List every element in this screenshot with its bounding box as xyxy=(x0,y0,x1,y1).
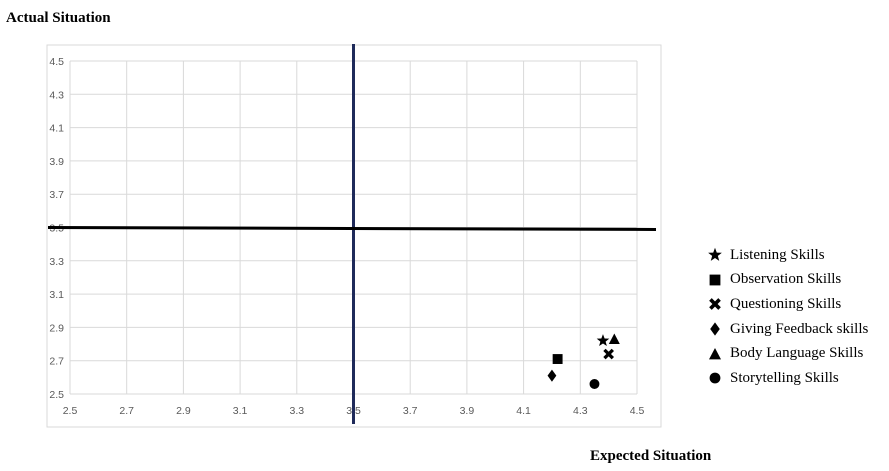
legend-item: Observation Skills xyxy=(706,268,868,293)
x-axis-title: Expected Situation xyxy=(590,448,712,464)
x-tick-label: 3.9 xyxy=(460,405,475,417)
x-tick-label: 3.3 xyxy=(289,405,304,417)
data-point-diamond xyxy=(547,369,557,382)
data-point-triangle xyxy=(608,333,620,345)
legend: Listening Skills Observation Skills Questi… xyxy=(706,243,868,391)
reference-lines xyxy=(47,44,657,424)
y-tick-label: 4.3 xyxy=(49,89,64,101)
legend-label: Giving Feedback skills xyxy=(730,320,869,337)
y-tick-label: 4.1 xyxy=(49,123,64,135)
y-tick-label: 2.9 xyxy=(49,322,64,334)
data-points xyxy=(547,333,620,389)
data-point-star xyxy=(596,334,610,347)
legend-label: Body Language Skills xyxy=(730,345,864,362)
reference-line-horizontal xyxy=(47,226,657,231)
legend-item: Body Language Skills xyxy=(706,341,868,366)
data-point-x xyxy=(603,348,614,360)
x-tick-label: 2.7 xyxy=(119,405,134,417)
legend-item: Listening Skills xyxy=(706,243,868,268)
y-tick-label: 4.5 xyxy=(49,56,64,68)
legend-swatch xyxy=(710,322,720,336)
data-point-circle xyxy=(589,379,600,389)
legend-swatch xyxy=(709,372,721,384)
legend-item: Questioning Skills xyxy=(706,292,868,317)
y-tick-label: 2.7 xyxy=(49,356,64,368)
legend-label: Storytelling Skills xyxy=(730,369,839,386)
square-marker-icon xyxy=(706,272,724,288)
x-tick-label: 3.1 xyxy=(233,405,248,417)
x-tick-label: 4.1 xyxy=(516,405,531,417)
triangle-marker-icon xyxy=(706,346,724,362)
data-point-square xyxy=(552,354,563,364)
y-tick-label: 3.1 xyxy=(49,289,64,301)
y-tick-label: 3.3 xyxy=(49,256,64,268)
star-marker-icon xyxy=(706,247,724,263)
legend-label: Listening Skills xyxy=(730,246,825,263)
y-tick-label: 2.5 xyxy=(49,389,64,401)
legend-swatch xyxy=(709,274,721,286)
diamond-marker-icon xyxy=(706,321,724,337)
x-tick-label: 2.9 xyxy=(176,405,191,417)
circle-marker-icon xyxy=(706,370,724,386)
legend-swatch xyxy=(709,347,721,360)
legend-label: Questioning Skills xyxy=(730,295,842,312)
x-tick-label: 3.7 xyxy=(403,405,418,417)
tick-labels: 2.52.72.93.13.33.53.73.94.14.34.52.52.72… xyxy=(49,56,644,417)
x-tick-label: 4.5 xyxy=(630,405,645,417)
y-axis-title: Actual Situation xyxy=(6,10,111,26)
x-tick-label: 4.3 xyxy=(573,405,588,417)
x-marker-icon xyxy=(706,296,724,312)
legend-swatch xyxy=(709,298,721,311)
legend-item: Giving Feedback skills xyxy=(706,317,868,342)
y-tick-label: 3.9 xyxy=(49,156,64,168)
legend-swatch xyxy=(708,248,722,262)
legend-label: Observation Skills xyxy=(730,271,842,288)
x-tick-label: 2.5 xyxy=(63,405,78,417)
legend-item: Storytelling Skills xyxy=(706,366,868,391)
y-tick-label: 3.7 xyxy=(49,189,64,201)
